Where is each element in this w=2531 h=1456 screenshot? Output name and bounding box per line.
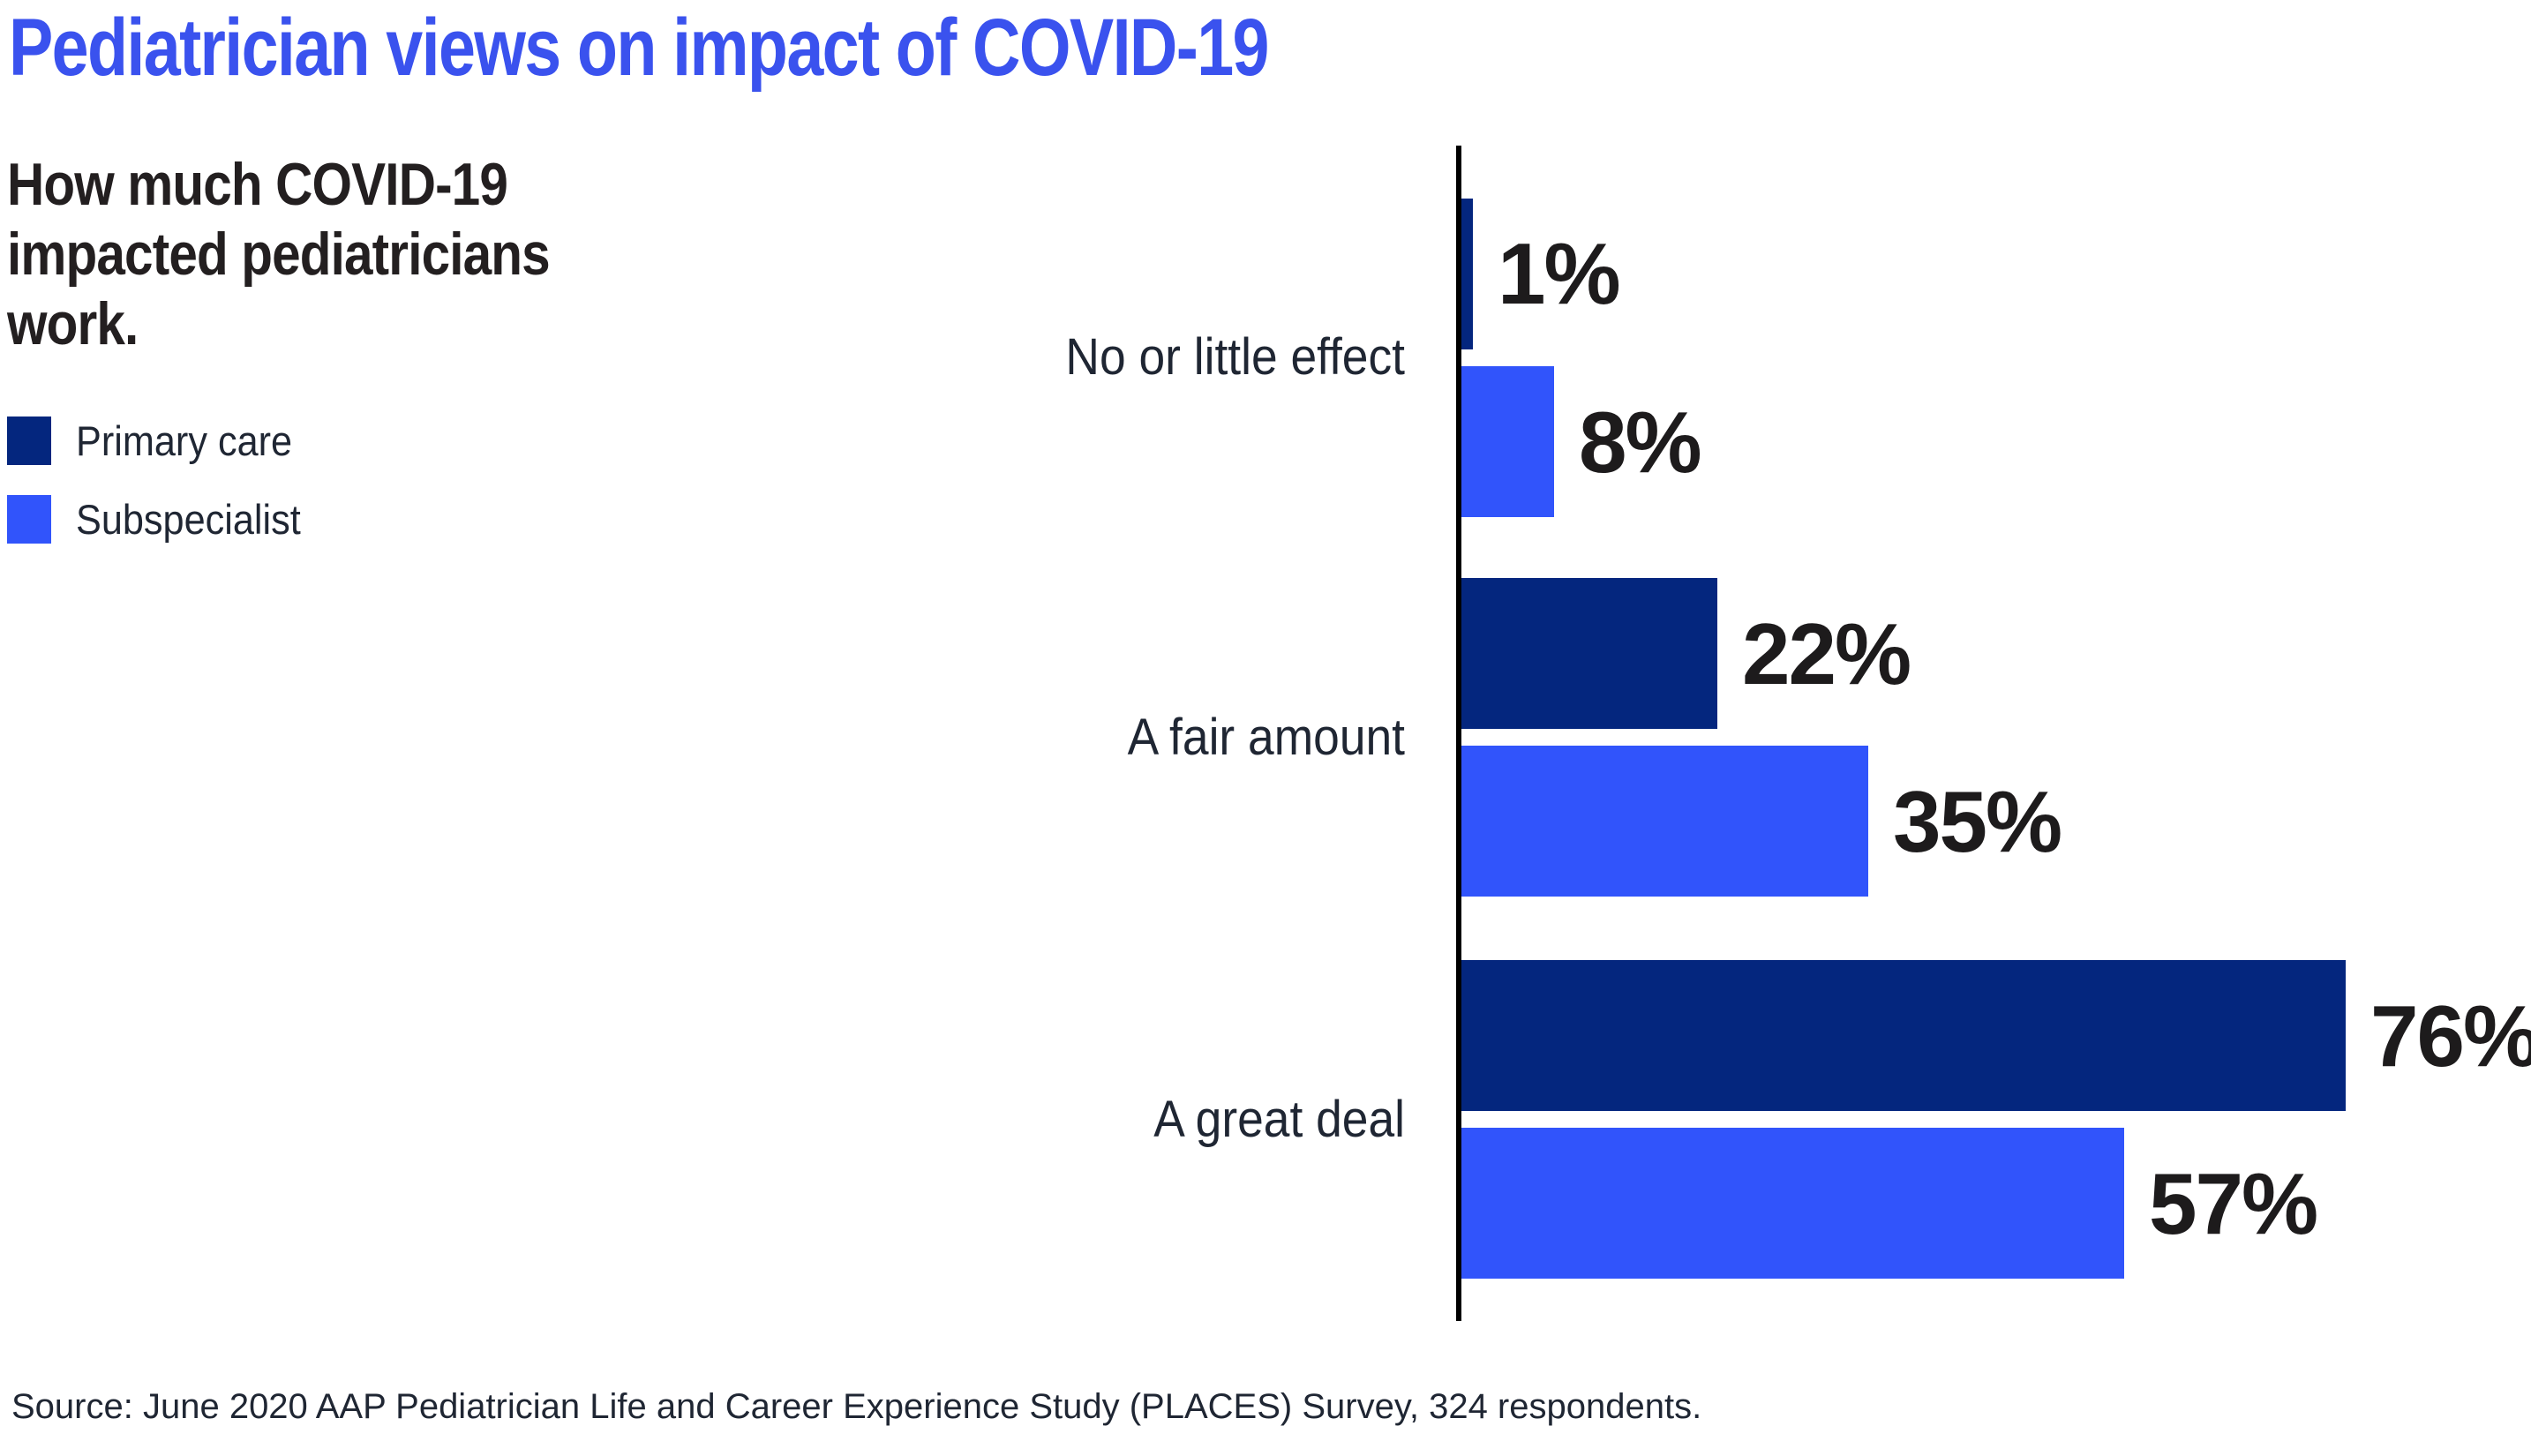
subtitle-line-2: impacted pediatricians [7, 221, 551, 288]
category-label-a-great-deal: A great deal [1153, 1091, 1405, 1148]
bar-subspecialist-a-great-deal [1461, 1128, 2124, 1279]
bar-primary-care-a-great-deal [1461, 960, 2346, 1111]
legend-item-primary-care: Primary care [7, 417, 320, 465]
subtitle-line-3: work. [7, 290, 139, 357]
chart-subtitle: How much COVID-19 impacted pediatricians… [7, 150, 551, 359]
page-title: Pediatrician views on impact of COVID-19 [9, 3, 1269, 93]
bar-subspecialist-a-fair-amount [1461, 746, 1868, 897]
legend-label: Primary care [76, 417, 293, 464]
y-axis-line [1456, 146, 1461, 1321]
subspecialist-swatch [7, 495, 51, 544]
legend-label: Subspecialist [76, 496, 301, 543]
bar-value-label: 57% [2149, 1155, 2318, 1252]
legend-item-subspecialist: Subspecialist [7, 495, 320, 544]
category-label-no-or-little-effect: No or little effect [1065, 328, 1405, 386]
subtitle-line-1: How much COVID-19 [7, 151, 508, 218]
bar-primary-care-a-fair-amount [1461, 578, 1717, 729]
bar-subspecialist-no-or-little-effect [1461, 366, 1554, 517]
category-label-a-fair-amount: A fair amount [1127, 709, 1405, 766]
bar-value-label: 35% [1893, 773, 2062, 870]
primary-care-swatch [7, 417, 51, 465]
source-note: Source: June 2020 AAP Pediatrician Life … [11, 1387, 1702, 1426]
bar-primary-care-no-or-little-effect [1461, 199, 1473, 349]
bar-value-label: 1% [1498, 225, 1621, 322]
bar-value-label: 76% [2370, 987, 2531, 1084]
legend: Primary care Subspecialist [7, 417, 320, 574]
bar-value-label: 22% [1742, 605, 1911, 702]
bar-value-label: 8% [1579, 394, 1702, 491]
